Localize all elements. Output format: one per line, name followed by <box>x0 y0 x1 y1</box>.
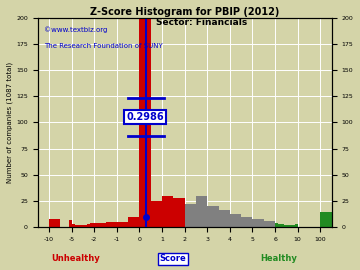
Bar <box>117 222 128 227</box>
Bar <box>79 225 83 227</box>
Bar <box>241 217 252 227</box>
Title: Z-Score Histogram for PBIP (2012): Z-Score Histogram for PBIP (2012) <box>90 7 279 17</box>
Text: Score: Score <box>159 254 186 263</box>
Bar <box>173 198 185 227</box>
Bar <box>207 206 219 227</box>
Bar <box>275 223 278 227</box>
Bar <box>128 217 139 227</box>
Bar <box>264 221 275 227</box>
Bar <box>230 214 241 227</box>
Bar <box>162 196 173 227</box>
Bar <box>286 225 289 227</box>
Text: The Research Foundation of SUNY: The Research Foundation of SUNY <box>44 43 162 49</box>
Text: Unhealthy: Unhealthy <box>51 254 100 263</box>
Bar <box>252 219 264 227</box>
Text: ©www.textbiz.org: ©www.textbiz.org <box>44 26 107 33</box>
Bar <box>320 223 332 227</box>
Bar <box>289 225 292 227</box>
Text: Sector: Financials: Sector: Financials <box>156 18 247 26</box>
Bar <box>320 212 332 227</box>
Bar <box>284 225 286 227</box>
Bar <box>72 224 75 227</box>
Bar <box>83 225 87 227</box>
Bar <box>151 201 162 227</box>
Text: Healthy: Healthy <box>260 254 297 263</box>
Bar <box>278 224 281 227</box>
Bar <box>219 210 230 227</box>
Bar <box>94 223 105 227</box>
Bar <box>139 18 151 227</box>
Bar <box>49 219 60 227</box>
Bar <box>105 222 117 227</box>
Bar <box>90 223 94 227</box>
Bar <box>292 225 295 227</box>
Y-axis label: Number of companies (1087 total): Number of companies (1087 total) <box>7 62 13 183</box>
Bar <box>69 220 72 227</box>
Bar <box>75 225 79 227</box>
Bar <box>295 224 298 227</box>
Text: 0.2986: 0.2986 <box>126 112 164 122</box>
Bar <box>196 196 207 227</box>
Bar <box>185 204 196 227</box>
Bar <box>87 224 90 227</box>
Bar <box>281 224 284 227</box>
